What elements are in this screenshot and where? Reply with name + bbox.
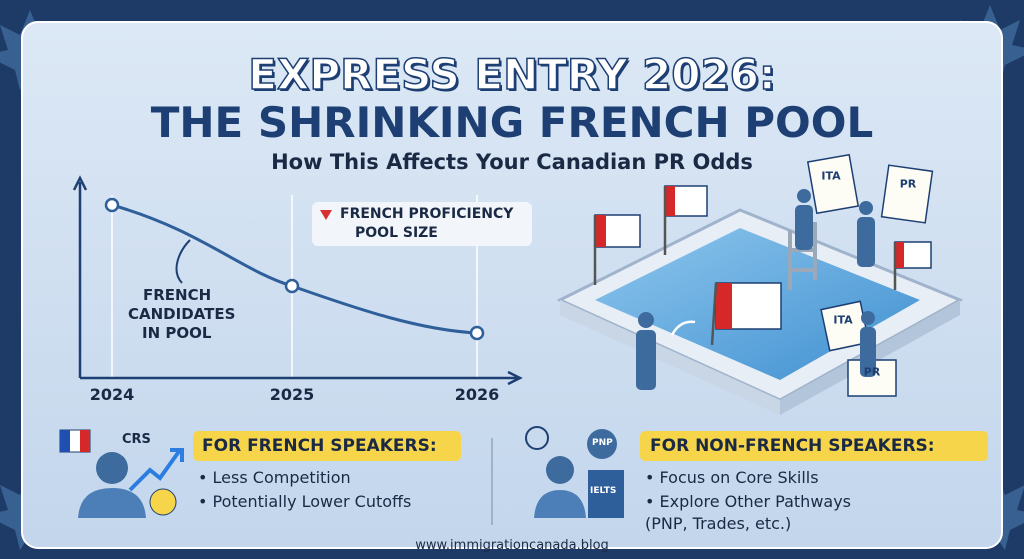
icon-label: CRS	[122, 432, 151, 447]
rising-arrow	[128, 448, 184, 492]
flag-label: FR	[913, 250, 927, 260]
icon-label: PNP	[592, 438, 613, 448]
footer: www.immigrationcanada.blog	[415, 538, 609, 553]
trend-point	[104, 197, 120, 213]
bullet-text: Potentially Lower Cutoffs	[212, 492, 412, 511]
badge: PR	[863, 365, 881, 379]
document	[880, 164, 934, 224]
document	[806, 153, 860, 215]
title: EXPRESS ENTRY 2026:	[248, 49, 777, 100]
badge: PR	[899, 177, 917, 191]
y-axis	[72, 175, 88, 378]
avatar-head	[96, 452, 128, 484]
flag-label: FR	[687, 196, 701, 206]
person	[860, 327, 876, 377]
year-label: 2024	[89, 385, 135, 404]
legend-text: FRENCH PROFICIENCY	[340, 206, 514, 222]
gear-icon	[587, 429, 617, 459]
axis-label: IN POOL	[142, 324, 212, 342]
trend-point	[284, 278, 300, 294]
pool-side	[560, 300, 780, 415]
bullet-text: Less Competition	[212, 468, 351, 487]
avatar-body	[534, 490, 586, 518]
bullet-point: • Potentially Lower Cutoffs	[198, 492, 412, 511]
section-heading: FOR NON-FRENCH SPEAKERS:	[650, 436, 935, 456]
badge: ITA	[833, 313, 853, 327]
bullet-point: • Explore Other Pathways (PNP, Trades, e…	[645, 492, 852, 533]
pool-illustration	[556, 153, 964, 415]
bottom-section	[59, 426, 988, 525]
down-arrow	[320, 210, 332, 220]
year-label: 2025	[269, 385, 315, 404]
person	[795, 205, 813, 250]
ladder	[788, 222, 817, 290]
person	[857, 217, 875, 267]
legend-box	[312, 202, 532, 246]
icon-label: IELTS	[590, 486, 617, 496]
book-icon	[588, 470, 624, 518]
section-heading: FOR FRENCH SPEAKERS:	[202, 436, 437, 456]
heading-box	[193, 431, 461, 461]
bullet-text: Focus on Core Skills	[659, 468, 819, 487]
bullet-text: Explore Other Pathways (PNP, Trades, etc…	[645, 492, 852, 533]
x-axis	[80, 370, 523, 386]
avatar-head	[546, 456, 574, 484]
badge: ITA	[821, 169, 841, 183]
question-icon	[525, 426, 549, 450]
avatar-body	[78, 488, 146, 518]
smiley	[149, 488, 177, 516]
flag-label: FR	[758, 315, 772, 325]
heading-box	[640, 431, 988, 461]
axis-label: CANDIDATES	[128, 305, 236, 323]
subtitle: How This Affects Your Canadian PR Odds	[271, 150, 753, 174]
person	[636, 330, 656, 390]
arrow	[670, 320, 696, 336]
legend-text: POOL SIZE	[355, 225, 438, 241]
connector	[175, 239, 191, 284]
trend-point	[469, 325, 485, 341]
bullet-point: • Less Competition	[198, 468, 351, 487]
bullet-point: • Focus on Core Skills	[645, 468, 819, 487]
trend-chart	[72, 175, 532, 386]
flag-label: FR	[619, 226, 633, 236]
panel	[21, 21, 1003, 549]
axis-label: FRENCH	[143, 286, 212, 304]
title: THE SHRINKING FRENCH POOL	[150, 98, 874, 147]
year-label: 2026	[454, 385, 500, 404]
